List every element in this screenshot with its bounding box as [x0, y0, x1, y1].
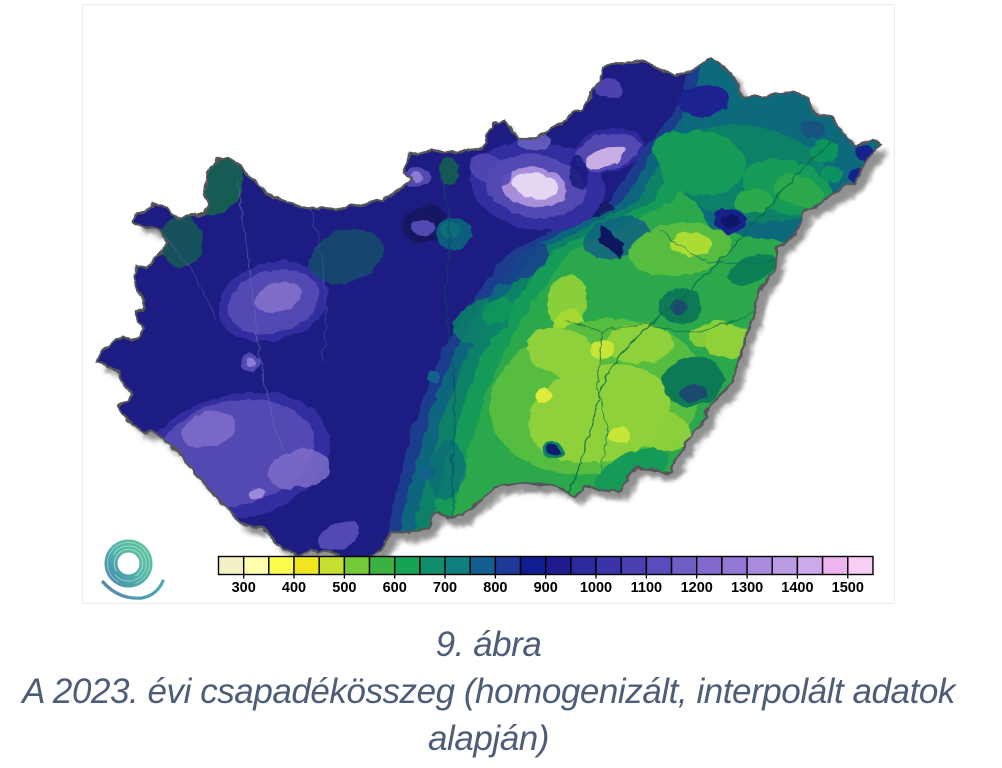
svg-text:700: 700 — [433, 580, 457, 596]
svg-text:800: 800 — [483, 580, 507, 596]
svg-text:1300: 1300 — [731, 580, 763, 596]
svg-text:400: 400 — [282, 580, 306, 596]
svg-text:500: 500 — [332, 580, 356, 596]
svg-text:1400: 1400 — [781, 580, 813, 596]
svg-text:900: 900 — [534, 580, 558, 596]
svg-text:300: 300 — [232, 580, 256, 596]
svg-text:1000: 1000 — [580, 580, 612, 596]
svg-text:600: 600 — [383, 580, 407, 596]
svg-text:1100: 1100 — [631, 580, 662, 596]
svg-text:1200: 1200 — [681, 580, 713, 596]
svg-text:1500: 1500 — [832, 580, 864, 596]
